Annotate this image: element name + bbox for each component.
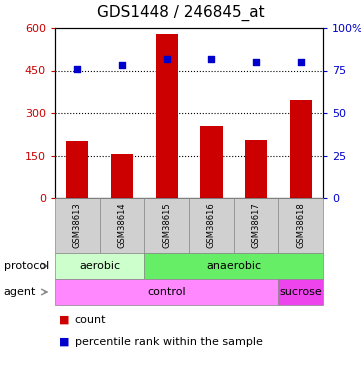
Bar <box>66 141 88 198</box>
Point <box>253 59 259 65</box>
Bar <box>245 140 267 198</box>
Point <box>208 56 214 62</box>
Text: percentile rank within the sample: percentile rank within the sample <box>75 337 263 347</box>
Text: GSM38614: GSM38614 <box>117 203 126 248</box>
Bar <box>290 100 312 198</box>
Bar <box>111 154 133 198</box>
Point <box>74 66 80 72</box>
Text: ■: ■ <box>58 337 69 347</box>
Text: count: count <box>75 315 106 325</box>
Text: GSM38616: GSM38616 <box>207 202 216 248</box>
Text: ■: ■ <box>58 315 69 325</box>
Bar <box>200 126 222 198</box>
Point <box>298 59 304 65</box>
Text: GSM38618: GSM38618 <box>296 202 305 248</box>
Text: GDS1448 / 246845_at: GDS1448 / 246845_at <box>97 5 264 21</box>
Text: aerobic: aerobic <box>79 261 120 271</box>
Bar <box>156 34 178 198</box>
Text: anaerobic: anaerobic <box>206 261 261 271</box>
Text: GSM38613: GSM38613 <box>73 202 82 248</box>
Text: control: control <box>147 287 186 297</box>
Text: agent: agent <box>4 287 36 297</box>
Point <box>119 62 125 68</box>
Text: protocol: protocol <box>4 261 49 271</box>
Text: GSM38617: GSM38617 <box>252 202 261 248</box>
Text: sucrose: sucrose <box>279 287 322 297</box>
Point <box>164 56 170 62</box>
Text: GSM38615: GSM38615 <box>162 203 171 248</box>
